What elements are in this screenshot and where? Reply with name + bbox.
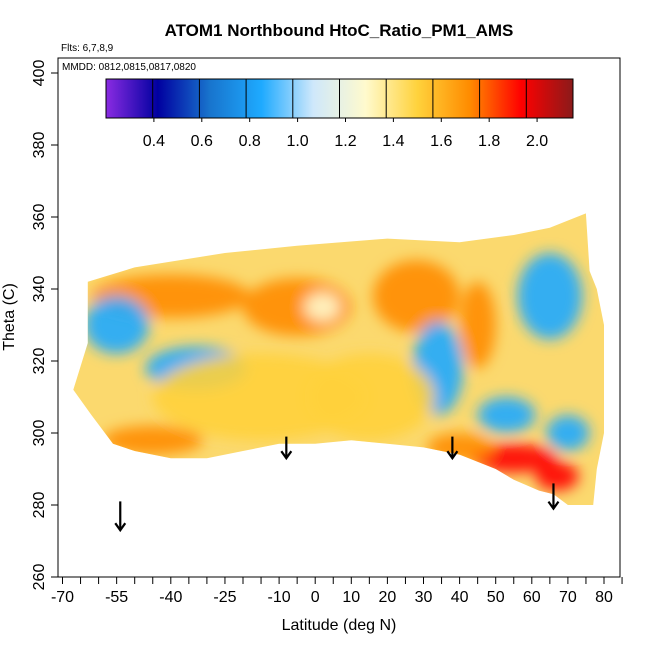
field-patch-group [84,253,590,491]
field-patch [243,278,352,336]
x-tick-label: 70 [559,589,577,606]
y-tick-label: 400 [31,60,48,87]
colorbar-tick-label: 1.6 [430,133,452,150]
x-tick-label: 60 [523,589,541,606]
x-tick-label: -10 [268,589,291,606]
arrow-markers [114,436,560,533]
y-tick-label: 380 [31,132,48,159]
x-tick-label: 30 [415,589,433,606]
x-tick-label: 0 [311,589,320,606]
arrow-head [280,450,293,461]
colorbar-tick-label: 1.8 [478,133,500,150]
x-axis: -70 -55 -40 -25 -10 0 10 20 30 40 50 60 70 80 [51,577,623,606]
field-patch [304,292,341,322]
field-patch [546,415,590,451]
colorbar-tick-label: 0.4 [143,133,165,150]
y-tick-label: 320 [31,348,48,375]
colorbar-tick-label: 0.8 [239,133,261,150]
field-patch [535,461,579,491]
x-tick-label: -40 [159,589,182,606]
x-axis-label: Latitude (deg N) [282,617,397,634]
field-patches [84,253,590,491]
x-tick-label: 50 [487,589,505,606]
arrow-head [446,450,459,461]
field-patch [304,353,435,441]
x-tick-label: -55 [105,589,128,606]
colorbar-tick-label: 2.0 [526,133,548,150]
colorbar-tick-label: 0.6 [191,133,213,150]
heatmap-field [73,213,605,505]
x-tick-label: 20 [379,589,397,606]
colorbar-tick-label: 1.2 [334,133,356,150]
arrow-head [114,522,127,533]
y-tick-label: 260 [31,564,48,591]
y-tick-label: 280 [31,492,48,519]
field-patch [517,253,583,340]
field-patch [427,433,493,462]
y-tick-label: 360 [31,204,48,231]
arrow-head [547,500,560,511]
x-tick-label: -70 [51,589,74,606]
y-tick-label: 300 [31,420,48,447]
x-tick-label: -25 [213,589,236,606]
dates-label: MMDD: 0812,0815,0817,0820 [62,62,196,73]
colorbar-tick-label: 1.4 [382,133,404,150]
field-patch [459,281,496,369]
colorbar: 0.4 0.6 0.8 1.0 1.2 1.4 1.6 1.8 2.0 [105,78,574,150]
plot-frame [57,57,621,578]
x-tick-label: 80 [595,589,613,606]
flights-label: Flts: 6,7,8,9 [61,43,114,54]
y-tick-label: 340 [31,276,48,303]
chart-title: ATOM1 Northbound HtoC_Ratio_PM1_AMS [165,21,514,40]
colorbar-tick-label: 1.0 [286,133,308,150]
y-axis: 260 280 300 320 340 360 380 400 [31,60,58,591]
field-patch [477,397,536,433]
x-tick-label: 10 [342,589,360,606]
field-patch [470,443,558,473]
field-patch [102,425,204,455]
x-tick-label: 40 [451,589,469,606]
field-patch [372,260,460,333]
field-patch [84,296,150,354]
y-axis-label: Theta (C) [1,283,18,351]
